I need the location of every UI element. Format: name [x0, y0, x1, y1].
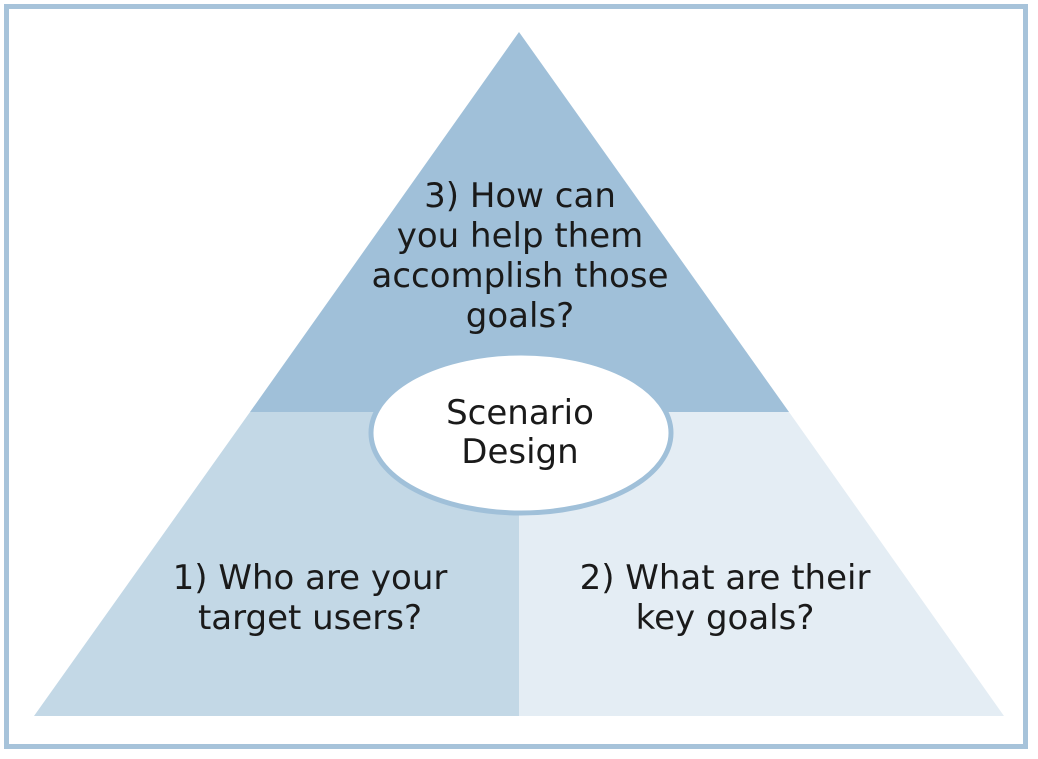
left-section-label: 1) Who are your target users? — [172, 558, 448, 638]
right-section-label: 2) What are their key goals? — [579, 558, 871, 638]
diagram-frame — [4, 4, 1028, 749]
right-section — [519, 412, 1004, 716]
left-section — [34, 412, 519, 716]
center-ellipse — [368, 350, 674, 516]
top-section — [250, 32, 789, 412]
top-section-label: 3) How can you help them accomplish thos… — [371, 176, 669, 336]
center-label: Scenario Design — [446, 393, 594, 472]
